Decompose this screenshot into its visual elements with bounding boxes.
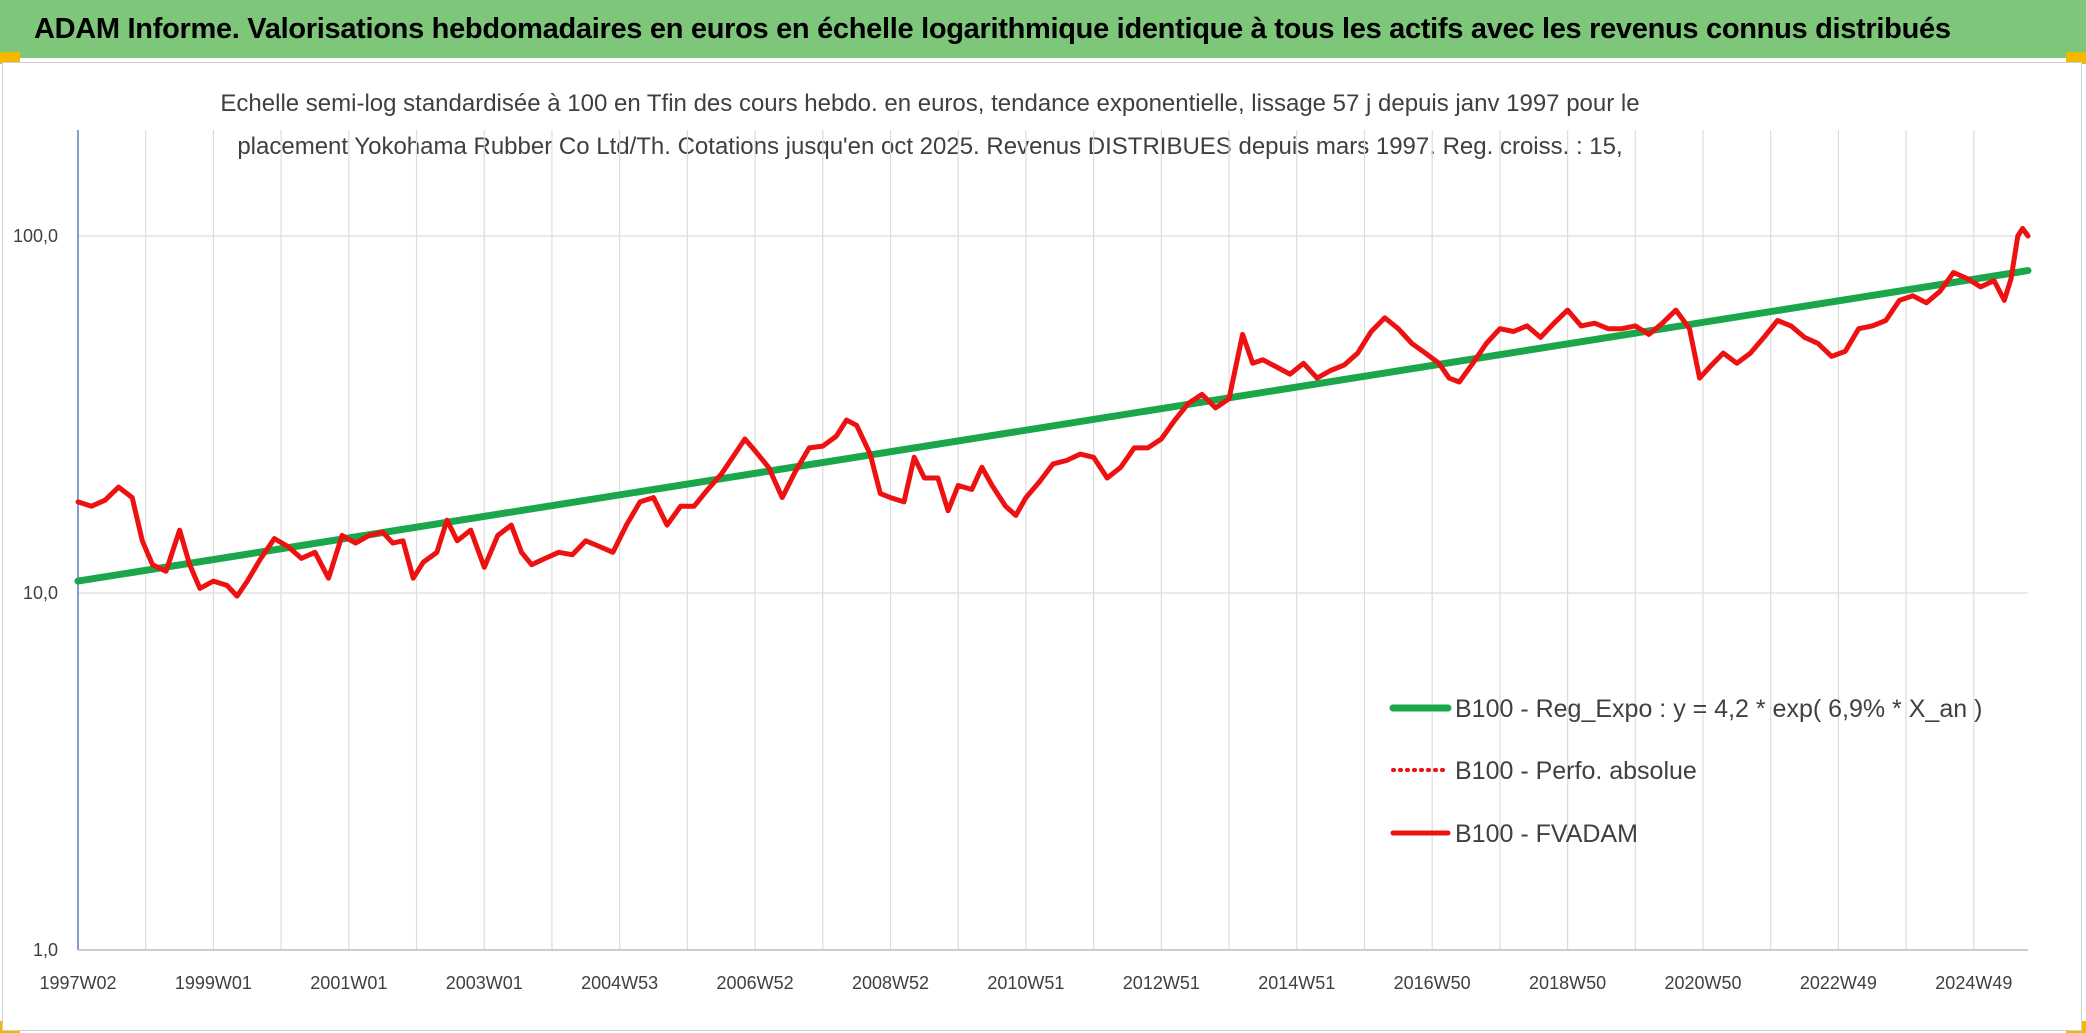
y-tick-label: 1,0 — [33, 940, 58, 960]
x-tick-label: 2018W50 — [1529, 973, 1606, 993]
x-tick-label: 1999W01 — [175, 973, 252, 993]
x-tick-label: 2024W49 — [1935, 973, 2012, 993]
x-tick-label: 2008W52 — [852, 973, 929, 993]
corner-mark-top-right — [2066, 52, 2086, 64]
x-tick-label: 2010W51 — [987, 973, 1064, 993]
series-line-fvadam — [75, 225, 2031, 599]
x-tick-label: 2004W53 — [581, 973, 658, 993]
legend-item-reg-expo-label: B100 - Reg_Expo : y = 4,2 * exp( 6,9% * … — [1455, 695, 1982, 723]
y-tick-label: 10,0 — [23, 583, 58, 603]
axes: 1,0 10,0 100,0 1997W02 1999W01 2001W01 2003W01… — [13, 130, 2028, 993]
x-tick-label: 2012W51 — [1123, 973, 1200, 993]
x-tick-label: 2006W52 — [717, 973, 794, 993]
x-tick-label: 1997W02 — [39, 973, 116, 993]
x-tick-label: 2016W50 — [1394, 973, 1471, 993]
x-tick-label: 2022W49 — [1800, 973, 1877, 993]
x-tick-label: 2001W01 — [310, 973, 387, 993]
series-line-reg-expo — [74, 267, 2032, 585]
x-tick-label: 2003W01 — [446, 973, 523, 993]
chart-title-line-2: placement Yokohama Rubber Co Ltd/Th. Cot… — [237, 133, 1623, 160]
corner-mark-top-left — [0, 52, 20, 64]
legend-item-perfo-absolue-label: B100 - Perfo. absolue — [1455, 757, 1697, 785]
legend: B100 - Reg_Expo : y = 4,2 * exp( 6,9% * … — [1389, 695, 1982, 848]
grid-lines — [77, 130, 2028, 951]
report-header: ADAM Informe. Valorisations hebdomadaire… — [0, 0, 2086, 58]
report-title: ADAM Informe. Valorisations hebdomadaire… — [34, 12, 1951, 45]
chart-title-line-1: Echelle semi-log standardisée à 100 en T… — [220, 90, 1640, 117]
series-layer — [74, 225, 2032, 599]
legend-item-fvadam-label: B100 - FVADAM — [1455, 820, 1638, 848]
x-tick-label: 2014W51 — [1258, 973, 1335, 993]
y-tick-label: 100,0 — [13, 226, 58, 246]
x-tick-label: 2020W50 — [1664, 973, 1741, 993]
